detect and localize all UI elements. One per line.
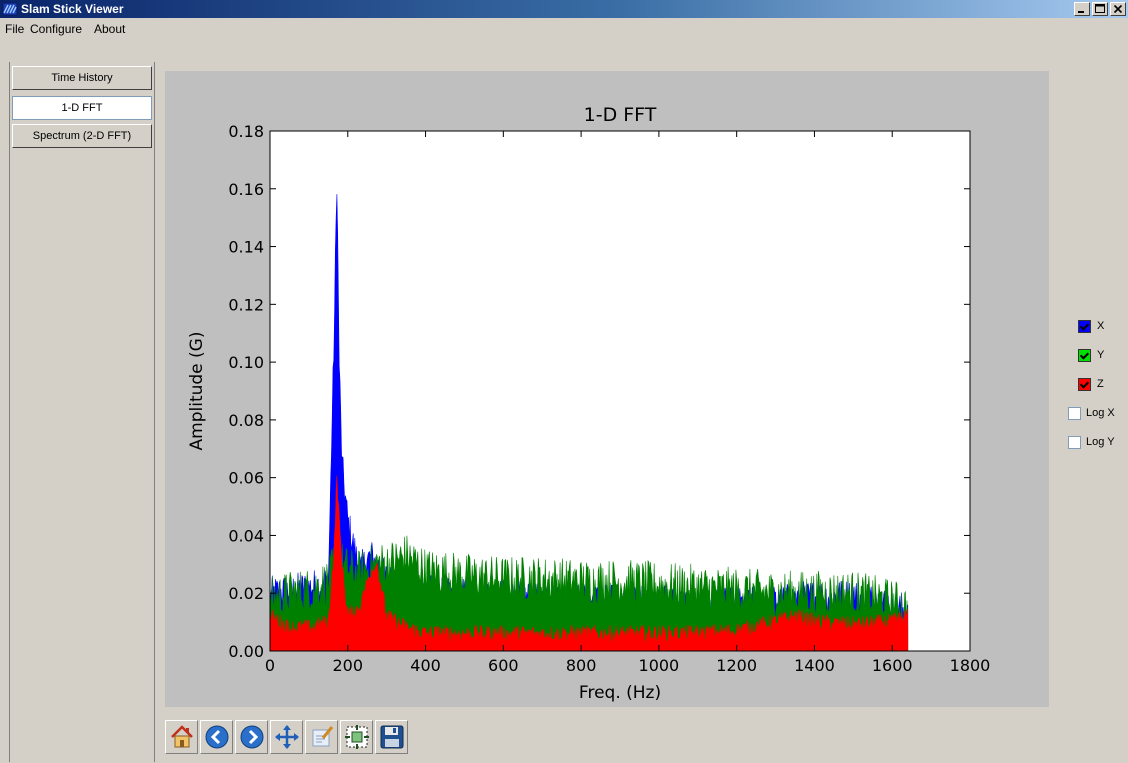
channel-z-toggle[interactable]: Z	[1068, 376, 1104, 392]
series-z-area	[269, 475, 909, 652]
forward-arrow-icon	[240, 725, 263, 749]
y-tick-label: 0.06	[228, 469, 264, 488]
x-tick-label: 0	[265, 656, 275, 675]
x-tick-label: 200	[333, 656, 364, 675]
plot-frame	[269, 130, 971, 652]
log-y-label: Log Y	[1086, 436, 1115, 448]
home-icon	[170, 725, 193, 748]
y-tick-label: 0.02	[228, 584, 264, 603]
sidebar	[9, 62, 155, 762]
channel-x-checkbox[interactable]	[1078, 319, 1091, 333]
tab-time-history[interactable]: Time History	[12, 66, 152, 90]
y-tick-label: 0.16	[228, 180, 264, 199]
x-tick-label: 1800	[950, 656, 991, 675]
maximize-icon	[1095, 4, 1105, 13]
menu-file[interactable]: File	[5, 22, 25, 36]
window-title: Slam Stick Viewer	[21, 2, 124, 16]
back-button[interactable]	[200, 720, 233, 754]
home-button[interactable]	[165, 720, 198, 754]
pan-button[interactable]	[270, 720, 303, 754]
nav-toolbar	[165, 720, 408, 754]
x-tick-label: 1600	[872, 656, 913, 675]
tab-spectrum-2d-fft[interactable]: Spectrum (2-D FFT)	[12, 124, 152, 148]
plot-panel: 0 200 400 600 800 1000 1200 1400 1600 1800 0.00 0.0…	[165, 71, 1049, 707]
chart-title: 1-D FFT	[584, 104, 657, 126]
y-tick-label: 0.08	[228, 411, 264, 430]
x-tick-label: 1400	[794, 656, 835, 675]
title-bar: Slam Stick Viewer	[0, 0, 1128, 18]
menu-configure[interactable]: Configure	[30, 22, 83, 36]
channel-y-label: Y	[1097, 349, 1105, 361]
forward-button[interactable]	[235, 720, 268, 754]
y-tick-label: 0.14	[228, 238, 264, 257]
channel-y-checkbox[interactable]	[1078, 348, 1091, 362]
save-button[interactable]	[375, 720, 408, 754]
minimize-button[interactable]	[1074, 2, 1090, 16]
channel-x-label: X	[1097, 320, 1105, 332]
menu-about[interactable]: About	[94, 22, 126, 36]
x-tick-label: 800	[566, 656, 597, 675]
zoom-to-rect-button[interactable]	[340, 720, 373, 754]
app-icon	[2, 2, 18, 16]
channel-y-toggle[interactable]: Y	[1068, 347, 1104, 363]
log-x-toggle[interactable]: Log X	[1068, 405, 1115, 421]
log-x-checkbox[interactable]	[1068, 406, 1081, 420]
log-x-label: Log X	[1086, 407, 1115, 419]
y-axis-label: Amplitude (G)	[187, 332, 207, 451]
series-y-area	[269, 535, 909, 652]
maximize-button[interactable]	[1092, 2, 1108, 16]
y-tick-label: 0.00	[228, 642, 264, 661]
pan-icon	[274, 725, 299, 749]
back-arrow-icon	[205, 725, 228, 749]
fft-chart[interactable]: 0 200 400 600 800 1000 1200 1400 1600 1800 0.00 0.0…	[165, 71, 1049, 707]
x-tick-label: 1200	[716, 656, 757, 675]
close-button[interactable]	[1110, 2, 1126, 16]
channel-z-label: Z	[1097, 378, 1104, 390]
x-axis-label: Freq. (Hz)	[579, 683, 661, 703]
log-y-toggle[interactable]: Log Y	[1068, 434, 1115, 450]
x-tick-label: 1000	[639, 656, 680, 675]
x-tick-label: 600	[488, 656, 519, 675]
configure-subplots-button[interactable]	[305, 720, 338, 754]
y-tick-label: 0.04	[228, 526, 264, 545]
x-tick-label: 400	[410, 656, 441, 675]
menu-bar: File Configure About	[0, 18, 1128, 38]
zoom-to-rect-icon	[344, 725, 369, 749]
configure-subplots-icon	[312, 726, 333, 747]
channel-x-toggle[interactable]: X	[1068, 318, 1104, 334]
close-icon	[1113, 4, 1123, 14]
y-tick-label: 0.10	[228, 353, 264, 372]
minimize-icon	[1078, 11, 1084, 13]
save-icon	[380, 725, 403, 749]
y-tick-label: 0.18	[228, 122, 264, 141]
y-tick-label: 0.12	[228, 295, 264, 314]
log-y-checkbox[interactable]	[1068, 435, 1081, 449]
tab-1d-fft[interactable]: 1-D FFT	[12, 96, 152, 120]
channel-z-checkbox[interactable]	[1078, 377, 1091, 391]
